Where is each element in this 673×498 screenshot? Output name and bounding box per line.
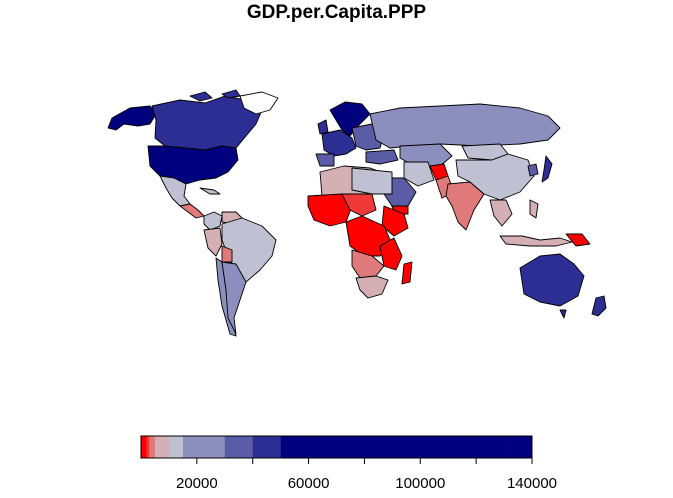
region-japan [541,155,553,183]
legend-cell [280,436,309,458]
region-western-europe [321,129,357,157]
region-turkey [365,149,399,165]
legend-tick-label: 60000 [288,475,330,492]
region-scandinavia [329,101,371,137]
region-horn-africa [381,205,409,237]
region-indonesia [499,235,573,247]
legend-cell [364,436,393,458]
legend-cell [154,436,170,458]
region-madagascar [401,261,413,285]
region-alaska [107,105,157,131]
legend-cells [140,435,533,459]
region-east-africa [379,237,403,271]
region-se-asia [489,199,513,227]
region-cuba [199,187,221,195]
legend-ticks [196,458,533,464]
region-new-zealand [591,295,607,317]
region-bolivia [221,245,233,263]
region-papua-new-guinea [565,233,591,247]
legend-tick-label: 140000 [507,475,557,492]
legend-cell [476,436,505,458]
legend-frame [140,435,533,459]
region-iberia [315,153,335,167]
region-russia [369,103,561,149]
legend-tick-label: 100000 [395,475,445,492]
legend-cell [168,436,184,458]
world-map [107,89,607,337]
legend-cell [149,436,156,458]
region-iran [403,161,435,187]
region-greenland [239,91,279,115]
region-peru [203,227,223,257]
region-tasmania [559,309,567,319]
region-korea [527,163,539,177]
legend-cell [146,436,150,458]
legend-tick-label: 20000 [176,475,218,492]
region-canada [151,95,263,151]
region-argentina [221,261,247,335]
legend-cell [308,436,337,458]
map-title: GDP.per.Capita.PPP [246,2,427,23]
region-uk [317,119,329,135]
region-china [455,153,535,201]
legend-cell [224,436,254,458]
region-libya-egypt [351,167,393,195]
legend-cell [196,436,226,458]
legend-cell [504,436,533,458]
legend-cell [182,436,198,458]
legend-cell [141,436,145,458]
region-australia [519,253,585,307]
legend-cell [392,436,421,458]
legend-cell [448,436,477,458]
legend-labels: 20000 60000 100000 140000 [176,475,557,492]
legend-cell [143,436,147,458]
legend-cell [336,436,365,458]
legend-cell [252,436,281,458]
region-sahel [341,193,377,217]
region-philippines [529,199,539,219]
region-southern-africa [355,275,389,299]
legend-cell [420,436,449,458]
region-colombia [203,211,223,231]
